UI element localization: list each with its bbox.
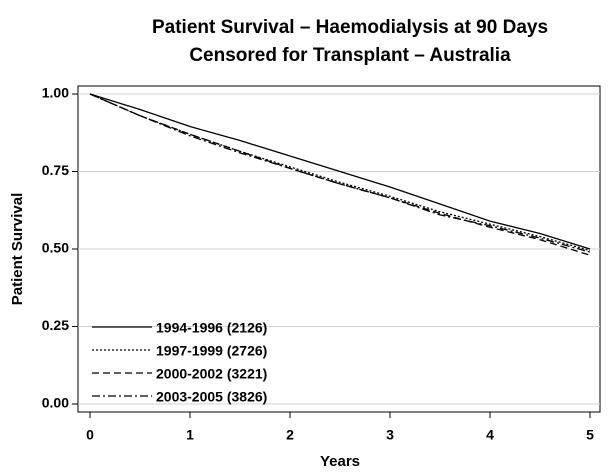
x-axis-label: Years — [320, 453, 360, 470]
legend-label: 1994-1996 (2126) — [156, 320, 267, 336]
series-line — [89, 93, 591, 252]
legend-label: 2000-2002 (3221) — [156, 366, 267, 382]
series-line — [89, 93, 591, 250]
series-line — [89, 93, 591, 253]
chart-subtitle: Censored for Transplant – Australia — [189, 45, 511, 66]
legend-label: 1997-1999 (2726) — [156, 343, 267, 359]
chart-title: Patient Survival – Haemodialysis at 90 D… — [152, 17, 548, 38]
legend-label: 2003-2005 (3826) — [156, 389, 267, 405]
series-line — [89, 93, 591, 256]
y-tick-label: 1.00 — [42, 85, 69, 101]
y-tick-label: 0.50 — [42, 240, 69, 256]
y-axis-label: Patient Survival — [9, 193, 26, 306]
y-tick-label: 0.00 — [42, 395, 69, 411]
x-tick-label: 0 — [86, 427, 94, 443]
y-tick-label: 0.75 — [42, 162, 69, 178]
x-tick-label: 5 — [586, 427, 594, 443]
x-tick-label: 3 — [386, 427, 394, 443]
x-tick-label: 1 — [186, 427, 194, 443]
x-tick-label: 4 — [486, 427, 494, 443]
y-tick-label: 0.25 — [42, 317, 69, 333]
x-tick-label: 2 — [286, 427, 294, 443]
